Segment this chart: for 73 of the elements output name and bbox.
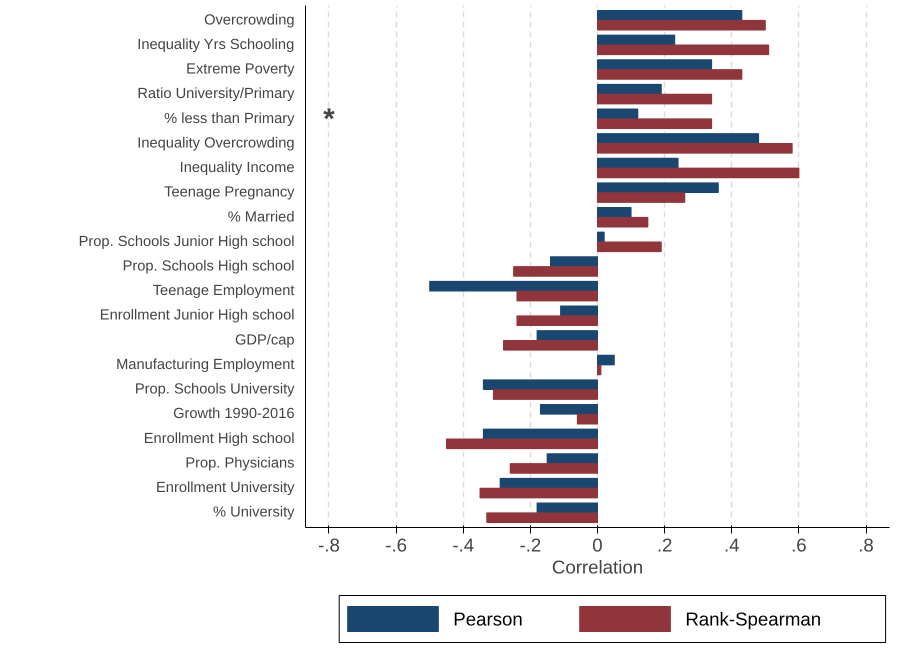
y-tick-label: Prop. Physicians [185, 455, 294, 472]
bar [503, 340, 598, 351]
bar [597, 118, 712, 130]
y-tick-label: Inequality Yrs Schooling [137, 36, 294, 53]
bar [510, 463, 598, 474]
bar [486, 512, 598, 523]
bar [597, 364, 602, 376]
y-tick-label: Overcrowding [204, 12, 295, 28]
bar [597, 10, 742, 21]
bar [492, 389, 598, 400]
bar [516, 290, 598, 302]
bar [446, 438, 598, 450]
y-tick-label: Ratio University/Primary [137, 86, 296, 102]
bar [597, 192, 686, 203]
bar [597, 108, 638, 120]
bar [540, 404, 598, 415]
x-tick-label: 0 [592, 534, 603, 556]
bar [516, 315, 598, 326]
x-tick-label: .8 [858, 534, 874, 556]
y-tick-label: Inequality Overcrowding [137, 135, 295, 152]
bar [597, 34, 676, 46]
bar [597, 207, 632, 218]
bar [597, 84, 662, 95]
bar [597, 232, 605, 242]
bar [482, 379, 598, 390]
bar [597, 44, 770, 56]
y-tick-label: % less than Primary [164, 110, 296, 127]
y-tick-label: GDP/cap [235, 332, 295, 348]
y-tick-label: Prop. Schools University [134, 382, 296, 398]
bar [597, 216, 648, 228]
bar [429, 280, 598, 292]
bar [597, 182, 719, 194]
bar [597, 69, 742, 80]
bar [482, 428, 598, 440]
legend-label: Pearson [453, 608, 523, 630]
y-tick-label: % Married [228, 209, 295, 226]
bar [597, 241, 662, 252]
y-tick-label: Teenage Employment [152, 283, 295, 300]
x-tick-label: .4 [724, 534, 740, 556]
y-tick-label: Teenage Pregnancy [164, 184, 296, 201]
bar [597, 168, 800, 178]
x-tick-label: -.6 [385, 534, 408, 556]
x-tick-label: -.8 [318, 534, 340, 556]
bar [536, 502, 598, 514]
y-tick-label: % University [213, 504, 296, 521]
y-tick-label: Enrollment High school [144, 430, 295, 447]
y-tick-label: Growth 1990-2016 [173, 406, 295, 422]
legend-label: Rank-Spearman [685, 608, 822, 630]
x-tick-label: -.2 [519, 534, 542, 556]
y-tick-label: Prop. Schools Junior High school [78, 234, 295, 250]
bar [597, 20, 766, 31]
bar [536, 330, 598, 341]
bar [597, 354, 615, 366]
y-tick-label: Enrollment University [156, 480, 296, 496]
x-axis-title: Correlation [552, 556, 644, 578]
x-tick-label: -.4 [452, 534, 474, 556]
x-tick-label: .6 [791, 534, 807, 556]
y-tick-label: Enrollment Junior High school [100, 308, 295, 324]
bar [560, 305, 598, 316]
bar [597, 133, 760, 144]
y-tick-label: Manufacturing Employment [116, 356, 295, 373]
y-tick-label: Inequality Income [180, 160, 294, 176]
y-tick-label: Prop. Schools High school [122, 258, 295, 274]
bar [597, 94, 712, 104]
bar [550, 256, 598, 267]
bar [597, 142, 793, 154]
bar [546, 453, 598, 464]
bar [576, 414, 598, 424]
annotation: * [323, 102, 336, 136]
bar [513, 266, 598, 277]
bar [480, 488, 598, 498]
y-tick-label: Extreme Poverty [186, 62, 296, 78]
x-tick-label: .2 [656, 534, 672, 556]
